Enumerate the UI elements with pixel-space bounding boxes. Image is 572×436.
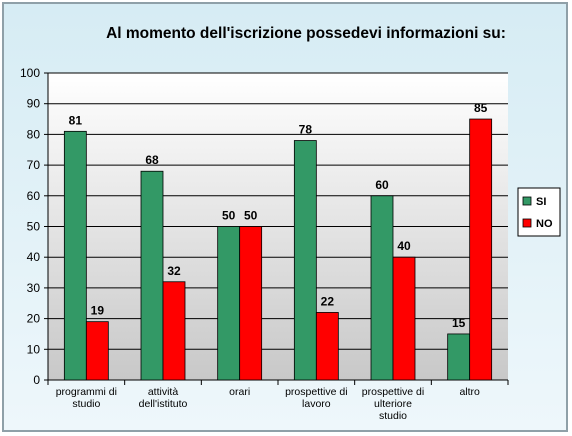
bars — [63, 118, 493, 381]
legend-swatch-no — [522, 218, 532, 228]
data-label: 50 — [222, 209, 236, 223]
gridlines — [48, 72, 508, 381]
y-tick-label: 90 — [27, 97, 41, 111]
x-tick-label: attività dell'istituto — [139, 386, 188, 410]
y-tick-label: 60 — [27, 189, 41, 203]
data-label: 19 — [91, 304, 105, 318]
y-tick-label: 40 — [27, 250, 41, 264]
data-labels: 81 19 68 32 50 50 78 22 60 40 15 85 — [69, 101, 488, 330]
x-tick-label: prospettive di ulteriore studio — [362, 386, 424, 422]
data-label: 68 — [145, 153, 159, 167]
data-label: 85 — [474, 101, 488, 115]
bar-si — [63, 130, 87, 381]
bar-si — [370, 195, 394, 381]
bar-si — [293, 140, 317, 381]
x-tick-label: orari — [229, 386, 250, 398]
x-tick-label: altro — [459, 386, 480, 398]
y-tick-label: 10 — [27, 342, 41, 356]
x-tick-label: prospettive di lavoro — [285, 386, 347, 410]
y-tick-label: 70 — [27, 158, 41, 172]
x-tick-label: programmi di studio — [56, 386, 117, 410]
bar-no — [239, 226, 263, 381]
bar-no — [85, 321, 109, 381]
data-label: 15 — [452, 316, 466, 330]
data-label: 32 — [167, 264, 181, 278]
legend-box — [517, 187, 561, 237]
y-tick-label: 30 — [27, 281, 41, 295]
legend-label: NO — [536, 218, 553, 230]
bar-si — [447, 333, 471, 381]
legend: SI NO — [517, 187, 561, 237]
legend-label: SI — [536, 196, 546, 208]
bar-no — [315, 312, 339, 381]
y-tick-label: 100 — [20, 66, 40, 80]
data-label: 81 — [69, 113, 83, 127]
bar-no — [162, 281, 186, 381]
chart-title: Al momento dell'iscrizione possedevi inf… — [106, 25, 506, 42]
bar-no — [469, 118, 493, 381]
y-tick-label: 80 — [27, 127, 41, 141]
legend-swatch-si — [522, 196, 532, 206]
bar-si — [217, 226, 241, 381]
y-tick-label: 20 — [27, 312, 41, 326]
y-tick-label: 50 — [27, 220, 41, 234]
data-label: 40 — [397, 239, 411, 253]
bar-si — [140, 170, 164, 381]
y-tick-label: 0 — [33, 373, 40, 387]
bar-no — [392, 256, 416, 381]
data-label: 22 — [321, 294, 335, 308]
x-axis: programmi di studio attività dell'istituto o… — [47, 380, 509, 422]
data-label: 50 — [244, 209, 258, 223]
data-label: 78 — [299, 123, 313, 137]
data-label: 60 — [375, 178, 389, 192]
